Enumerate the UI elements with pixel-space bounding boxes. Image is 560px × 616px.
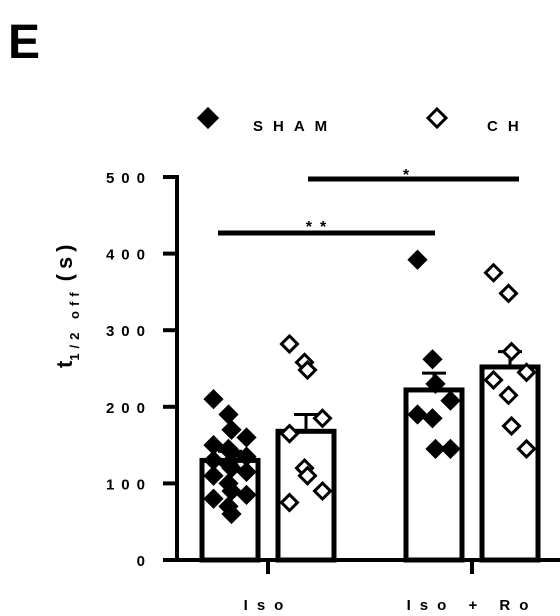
data-point-ch-iso bbox=[279, 492, 300, 513]
data-point-sham-iso bbox=[236, 427, 257, 448]
data-point-ch-iso-ro bbox=[516, 362, 537, 383]
legend-marker-sham bbox=[196, 106, 220, 130]
data-point-sham-iso-ro bbox=[425, 438, 446, 460]
data-point-sham-iso-ro bbox=[407, 404, 428, 425]
data-point-sham-iso bbox=[221, 419, 242, 440]
data-point-ch-iso-ro bbox=[501, 415, 522, 437]
data-point-sham-iso-ro bbox=[425, 373, 446, 394]
data-point-ch-iso bbox=[312, 408, 333, 429]
significance-label: * bbox=[403, 167, 417, 184]
y-tick-label: 200 bbox=[106, 400, 152, 417]
x-tick-label: Iso bbox=[244, 597, 293, 614]
data-point-sham-iso bbox=[236, 484, 257, 506]
data-point-ch-iso-ro bbox=[483, 369, 504, 391]
data-point-ch-iso-ro bbox=[516, 438, 537, 460]
data-point-sham-iso bbox=[221, 457, 242, 479]
legend-marker-ch bbox=[425, 106, 449, 130]
data-point-ch-iso-ro bbox=[501, 341, 522, 362]
data-point-sham-iso bbox=[203, 465, 224, 486]
y-tick-label: 300 bbox=[106, 323, 152, 340]
data-point-sham-iso bbox=[236, 461, 257, 483]
y-tick-label: 400 bbox=[106, 247, 152, 264]
data-point-ch-iso-ro bbox=[483, 262, 504, 283]
data-point-ch-iso bbox=[279, 423, 300, 444]
y-tick-label: 100 bbox=[106, 476, 152, 493]
data-point-ch-iso bbox=[279, 333, 300, 355]
data-point-ch-iso bbox=[312, 480, 333, 502]
data-point-sham-iso bbox=[203, 389, 224, 410]
y-axis-label: t1/2 off(s) bbox=[52, 239, 82, 368]
data-point-sham-iso-ro bbox=[440, 390, 461, 411]
legend-label-sham: SHAM bbox=[253, 118, 337, 135]
data-point-ch-iso bbox=[297, 359, 318, 381]
y-tick-label: 0 bbox=[137, 553, 152, 570]
data-point-sham-iso bbox=[218, 404, 239, 425]
data-point-sham-iso-ro bbox=[422, 349, 443, 370]
data-point-ch-iso-ro bbox=[498, 283, 519, 304]
bar-ch-iso-ro bbox=[479, 364, 541, 563]
data-point-sham-iso bbox=[221, 503, 242, 525]
x-tick-label: Iso + Ro bbox=[407, 597, 538, 614]
data-point-ch-iso bbox=[297, 465, 318, 486]
data-point-sham-iso-ro bbox=[440, 438, 461, 460]
data-point-sham-iso-ro bbox=[407, 249, 428, 270]
data-point-sham-iso-ro bbox=[422, 408, 443, 429]
data-point-ch-iso-ro bbox=[498, 385, 519, 406]
data-point-sham-iso bbox=[221, 480, 242, 502]
data-point-sham-iso bbox=[203, 488, 224, 509]
legend-label-ch: CH bbox=[487, 118, 529, 135]
significance-label: ** bbox=[306, 219, 334, 236]
panel-label: E bbox=[8, 16, 40, 69]
y-tick-label: 500 bbox=[106, 170, 152, 187]
